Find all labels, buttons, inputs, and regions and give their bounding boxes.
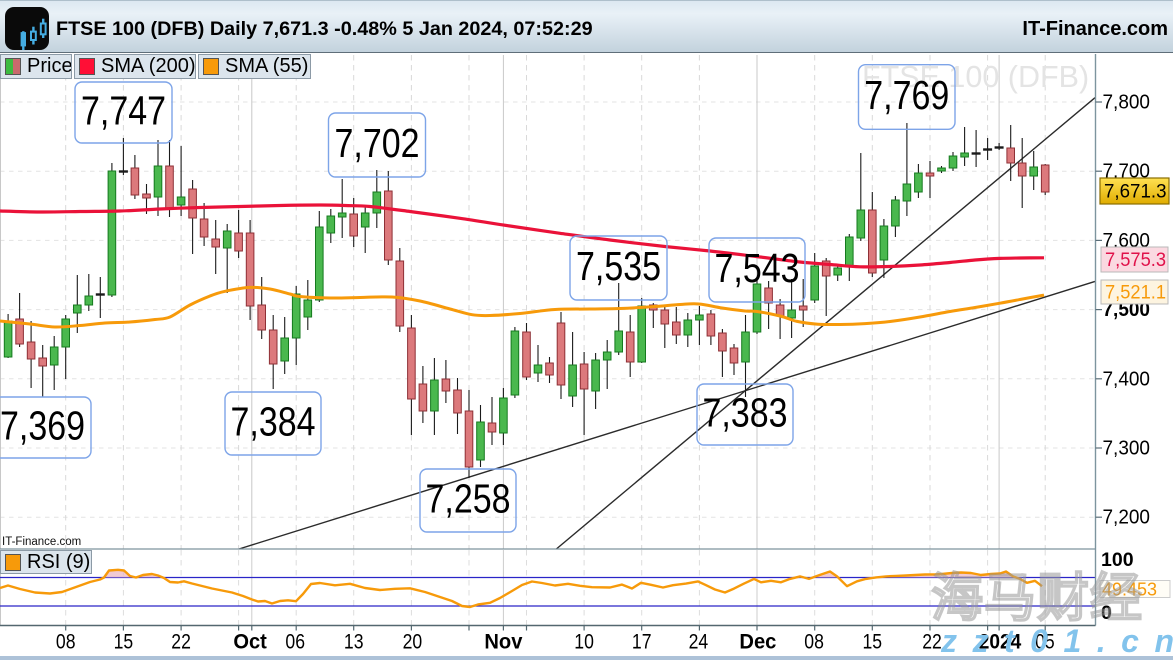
svg-text:7,671.3: 7,671.3: [1104, 181, 1167, 203]
svg-text:7,521.1: 7,521.1: [1105, 281, 1166, 303]
svg-text:22: 22: [171, 630, 191, 654]
svg-text:Nov: Nov: [484, 630, 522, 654]
svg-text:15: 15: [863, 630, 883, 654]
svg-text:7,702: 7,702: [335, 120, 420, 166]
svg-text:FTSE 100 (DFB): FTSE 100 (DFB): [862, 60, 1089, 94]
svg-text:7,769: 7,769: [864, 72, 949, 118]
svg-text:7,383: 7,383: [703, 390, 788, 436]
svg-text:24: 24: [689, 630, 709, 654]
svg-text:7,200: 7,200: [1103, 506, 1151, 529]
svg-text:10: 10: [574, 630, 594, 654]
svg-text:49.453: 49.453: [1102, 579, 1157, 599]
svg-text:7,600: 7,600: [1103, 229, 1151, 252]
svg-text:Oct: Oct: [233, 630, 267, 654]
svg-text:13: 13: [344, 630, 364, 654]
svg-text:2024: 2024: [979, 630, 1022, 654]
svg-text:7,535: 7,535: [576, 243, 661, 289]
svg-text:17: 17: [632, 630, 652, 654]
svg-text:06: 06: [285, 630, 305, 654]
svg-text:7,400: 7,400: [1103, 367, 1151, 390]
svg-text:Dec: Dec: [739, 630, 776, 654]
svg-text:7,369: 7,369: [0, 403, 85, 449]
svg-text:7,543: 7,543: [715, 245, 800, 291]
svg-text:15: 15: [114, 630, 134, 654]
svg-text:7,575.3: 7,575.3: [1105, 249, 1166, 271]
svg-text:05: 05: [1035, 630, 1055, 654]
svg-text:100: 100: [1101, 549, 1134, 571]
svg-text:08: 08: [56, 630, 76, 654]
svg-text:7,800: 7,800: [1103, 91, 1151, 114]
svg-text:0: 0: [1101, 602, 1112, 624]
svg-text:22: 22: [922, 630, 942, 654]
svg-text:7,747: 7,747: [81, 88, 166, 134]
svg-text:20: 20: [403, 630, 423, 654]
svg-text:zzt01.cn: zzt01.cn: [940, 623, 1173, 659]
svg-text:08: 08: [804, 630, 824, 654]
svg-text:IT-Finance.com: IT-Finance.com: [2, 536, 81, 548]
svg-text:7,258: 7,258: [426, 476, 511, 522]
svg-text:海马财经: 海马财经: [931, 570, 1143, 628]
svg-text:7,700: 7,700: [1103, 160, 1151, 183]
svg-text:7,384: 7,384: [231, 399, 316, 445]
svg-text:7,300: 7,300: [1103, 437, 1151, 460]
